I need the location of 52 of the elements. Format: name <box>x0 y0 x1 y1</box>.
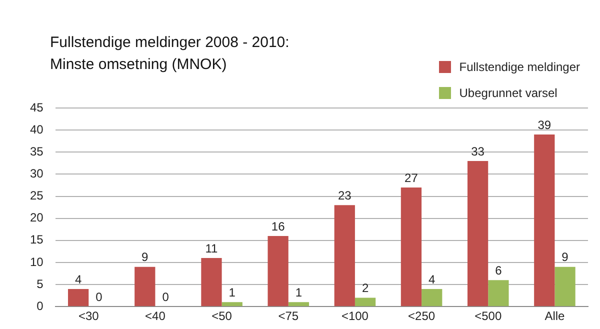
x-tick-label: <30 <box>78 309 100 324</box>
bar <box>534 134 555 306</box>
data-label: 16 <box>271 219 286 234</box>
data-label: 4 <box>428 272 436 286</box>
bar <box>554 266 576 306</box>
bar <box>288 302 310 306</box>
data-label: 11 <box>205 241 218 256</box>
bar <box>467 160 488 306</box>
bar <box>68 288 89 306</box>
y-tick-label: 45 <box>30 100 44 114</box>
bar <box>400 187 422 306</box>
legend-label: Ubegrunnet varsel <box>459 86 558 100</box>
data-label: 2 <box>362 281 369 296</box>
data-label: 9 <box>142 250 149 264</box>
y-tick-label: 35 <box>30 144 44 158</box>
y-tick-label: 0 <box>36 298 44 313</box>
y-tick-label: 10 <box>30 254 44 269</box>
x-tick-label: <75 <box>278 309 299 324</box>
data-label: 4 <box>74 272 82 286</box>
data-label: 0 <box>162 290 170 304</box>
y-tick-label: 25 <box>30 188 44 203</box>
bar <box>201 258 222 306</box>
data-label: 27 <box>404 170 418 185</box>
chart-title: Fullstendige meldinger 2008 - 2010: <box>50 33 290 53</box>
bar <box>134 266 156 306</box>
bar <box>422 288 442 306</box>
x-tick-label: <40 <box>145 309 166 324</box>
data-label: 6 <box>495 263 502 278</box>
data-label: 39 <box>538 118 552 132</box>
x-tick-label: <100 <box>341 309 369 324</box>
bar <box>268 236 288 306</box>
bar <box>222 302 242 306</box>
y-tick-label: 30 <box>30 166 44 181</box>
bar <box>334 205 355 306</box>
legend-label: Fullstendige meldinger <box>459 60 580 74</box>
x-tick-label: <250 <box>408 309 436 324</box>
data-label: 0 <box>96 290 103 304</box>
data-label: 33 <box>471 144 485 158</box>
bar <box>354 298 376 306</box>
x-tick-label: <500 <box>474 309 502 324</box>
bar <box>488 280 509 306</box>
x-tick-label: Alle <box>544 309 566 324</box>
x-tick-label: <50 <box>212 309 232 324</box>
data-label: 1 <box>295 286 302 300</box>
data-label: 1 <box>228 286 236 300</box>
y-tick-label: 40 <box>30 122 44 136</box>
chart-subtitle: Minste omsetning (MNOK) <box>50 55 228 75</box>
y-tick-label: 15 <box>30 232 44 247</box>
y-tick-label: 5 <box>36 276 44 291</box>
data-label: 9 <box>562 250 569 264</box>
data-label: 23 <box>338 188 352 202</box>
y-tick-label: 20 <box>30 210 44 225</box>
